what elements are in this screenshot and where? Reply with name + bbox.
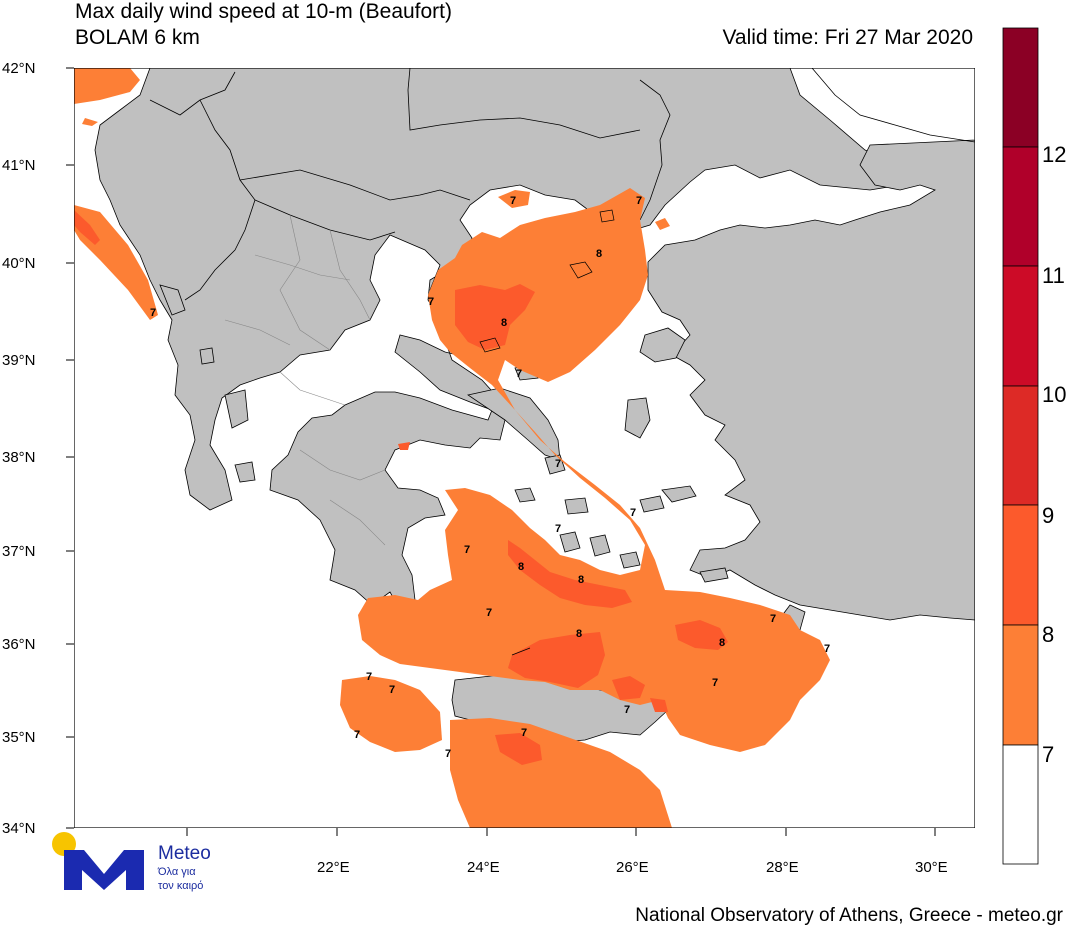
- colorbar-label: 7: [1042, 742, 1055, 767]
- colorbar-label: 10: [1042, 382, 1067, 407]
- thrace-east: [790, 68, 975, 140]
- beaufort-8-area: [74, 210, 728, 765]
- contour-label: 7: [521, 727, 527, 739]
- lat-label: 36°N: [2, 636, 36, 653]
- lat-label: 42°N: [2, 60, 36, 77]
- logo-name: Meteo: [158, 843, 211, 864]
- lat-label: 35°N: [2, 729, 36, 746]
- contour-label: 7: [555, 458, 561, 470]
- lon-ticks: [186, 828, 936, 836]
- euboea: [467, 387, 561, 461]
- valid-time: Valid time: Fri 27 Mar 2020: [722, 26, 973, 49]
- map-title: Max daily wind speed at 10-m (Beaufort): [75, 0, 453, 23]
- colorbar-label: 9: [1042, 503, 1055, 528]
- contour-label: 7: [636, 195, 642, 207]
- lat-label: 34°N: [2, 820, 36, 837]
- contour-label: 7: [464, 544, 470, 556]
- lat-ticks: [66, 67, 74, 829]
- contour-label: 7: [366, 671, 372, 683]
- logo-tagline: Όλα για: [158, 866, 196, 878]
- anatolia: [647, 139, 975, 621]
- contour-label: 8: [576, 628, 582, 640]
- colorbar-bin: [1002, 744, 1039, 865]
- colorbar-bin: [1002, 265, 1039, 387]
- lon-label: 22°E: [317, 859, 350, 876]
- land: [94, 68, 975, 743]
- colorbar-bin: [1002, 504, 1039, 626]
- kefalonia: [224, 389, 249, 429]
- lon-label: 26°E: [616, 859, 649, 876]
- contour-label: 8: [501, 317, 507, 329]
- m-letter-icon: [64, 850, 144, 890]
- lesbos: [639, 327, 686, 363]
- lon-label: 30°E: [915, 859, 948, 876]
- contour-label: 7: [624, 704, 630, 716]
- lon-label: 28°E: [766, 859, 799, 876]
- contour-label: 8: [719, 637, 725, 649]
- contour-label: 7: [428, 296, 434, 308]
- logo-tagline: τον καιρό: [158, 880, 204, 892]
- contour-label: 7: [354, 729, 360, 741]
- borders: [149, 68, 671, 301]
- contour-label: 7: [389, 684, 395, 696]
- contour-label: 7: [445, 748, 451, 760]
- lat-label: 40°N: [2, 255, 36, 272]
- colorbar-label: 11: [1042, 263, 1065, 288]
- colorbar-bin: [1002, 624, 1039, 746]
- chios: [624, 397, 651, 439]
- contour-label: 8: [578, 574, 584, 586]
- contour-label: 7: [630, 507, 636, 519]
- contour-label: 7: [516, 368, 522, 380]
- contour-label: 7: [712, 677, 718, 689]
- meteo-logo: [52, 832, 144, 890]
- contour-label: 7: [150, 307, 156, 319]
- lat-label: 39°N: [2, 352, 36, 369]
- colorbar-bin: [1002, 385, 1039, 506]
- balkans-mainland: [94, 68, 911, 611]
- kos: [699, 567, 729, 583]
- colorbar-bin: [1002, 146, 1039, 267]
- lat-label: 37°N: [2, 543, 36, 560]
- colorbar-label: 8: [1042, 622, 1055, 647]
- colorbar: [1002, 27, 1039, 865]
- contour-label: 7: [510, 195, 516, 207]
- model-name: BOLAM 6 km: [75, 26, 200, 49]
- contour-label: 7: [486, 607, 492, 619]
- colorbar-label: 12: [1042, 142, 1067, 167]
- regional-borders: [224, 214, 386, 546]
- zakynthos: [234, 461, 256, 483]
- colorbar-bin: [1002, 27, 1039, 148]
- coast-detail: [479, 209, 615, 656]
- contour-label: 8: [518, 561, 524, 573]
- corfu: [159, 284, 186, 316]
- contour-label: 7: [770, 613, 776, 625]
- contour-label: 7: [824, 643, 830, 655]
- credit-text: National Observatory of Athens, Greece -…: [635, 905, 1063, 926]
- lat-label: 38°N: [2, 449, 36, 466]
- lon-label: 24°E: [467, 859, 500, 876]
- samos: [661, 485, 697, 503]
- contour-label: 8: [596, 248, 602, 260]
- contour-label: 7: [555, 523, 561, 535]
- lat-label: 41°N: [2, 157, 36, 174]
